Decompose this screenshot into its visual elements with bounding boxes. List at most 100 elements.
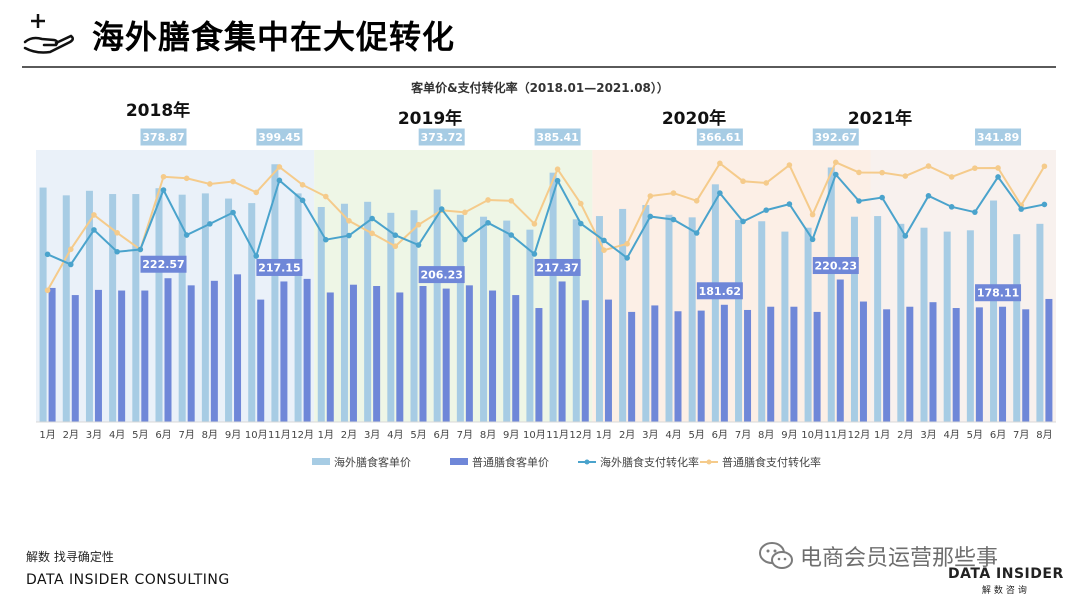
legend-label: 海外膳食支付转化率 bbox=[600, 455, 699, 469]
point-overseas-conversion bbox=[160, 187, 167, 193]
point-regular-conversion bbox=[809, 211, 816, 218]
point-regular-conversion bbox=[763, 180, 770, 186]
bar-regular-price bbox=[1045, 298, 1053, 422]
point-overseas-conversion bbox=[717, 190, 723, 196]
bar-overseas-price bbox=[966, 230, 974, 422]
point-regular-conversion bbox=[531, 221, 538, 227]
point-overseas-conversion bbox=[832, 171, 839, 178]
x-tick-label: 8月 bbox=[1036, 429, 1052, 441]
x-tick-label: 8月 bbox=[480, 429, 496, 441]
point-regular-conversion bbox=[856, 169, 862, 176]
year-label: 2018年 bbox=[126, 100, 190, 121]
data-label: 206.23 bbox=[420, 269, 462, 282]
point-regular-conversion bbox=[670, 190, 677, 196]
legend-swatch bbox=[450, 458, 468, 465]
point-regular-conversion bbox=[925, 163, 932, 169]
data-label-box bbox=[256, 258, 303, 276]
bar-regular-price bbox=[581, 300, 589, 422]
point-overseas-conversion bbox=[786, 201, 793, 207]
x-tick-label: 4月 bbox=[665, 429, 681, 441]
x-tick-label: 6月 bbox=[433, 429, 449, 441]
bar-overseas-price bbox=[317, 206, 325, 422]
legend-marker bbox=[706, 459, 712, 465]
point-overseas-conversion bbox=[438, 206, 445, 212]
bar-overseas-price bbox=[711, 184, 719, 422]
bar-regular-price bbox=[489, 290, 497, 422]
point-overseas-conversion bbox=[763, 207, 770, 213]
data-label-box bbox=[256, 128, 303, 146]
x-tick-label: 1月 bbox=[874, 429, 890, 441]
point-regular-conversion bbox=[902, 173, 909, 179]
point-regular-conversion bbox=[462, 209, 468, 216]
point-overseas-conversion bbox=[647, 213, 654, 220]
bar-regular-price bbox=[396, 292, 404, 422]
bar-regular-price bbox=[210, 280, 218, 422]
bar-regular-price bbox=[999, 306, 1007, 422]
watermark: 电商会员运营那些事 bbox=[758, 540, 998, 572]
x-tick-label: 1月 bbox=[596, 429, 612, 441]
bar-regular-price bbox=[836, 279, 844, 422]
x-tick-label: 12月 bbox=[569, 429, 592, 441]
bar-regular-price bbox=[71, 295, 79, 422]
bar-regular-price bbox=[720, 304, 728, 422]
x-tick-label: 7月 bbox=[457, 429, 473, 441]
bar-overseas-price bbox=[132, 194, 140, 422]
x-tick-label: 12月 bbox=[848, 429, 871, 441]
point-regular-conversion bbox=[948, 174, 955, 180]
bar-overseas-price bbox=[850, 216, 858, 422]
bar-regular-price bbox=[349, 284, 357, 422]
data-label-box bbox=[812, 128, 859, 146]
point-regular-conversion bbox=[392, 243, 399, 250]
point-regular-conversion bbox=[322, 193, 329, 200]
bar-overseas-price bbox=[39, 187, 47, 422]
data-label-box bbox=[812, 257, 859, 275]
x-tick-label: 9月 bbox=[225, 429, 241, 441]
bar-regular-price bbox=[303, 278, 311, 422]
bar-overseas-price bbox=[526, 229, 534, 422]
data-label: 217.37 bbox=[536, 261, 578, 274]
year-label: 2020年 bbox=[662, 108, 726, 129]
bar-regular-price bbox=[512, 295, 520, 422]
data-label: 178.11 bbox=[977, 287, 1019, 300]
point-overseas-conversion bbox=[693, 230, 700, 236]
bar-regular-price bbox=[94, 289, 102, 422]
point-regular-conversion bbox=[207, 181, 213, 187]
watermark-text: 电商会员运营那些事 bbox=[800, 546, 999, 571]
x-tick-label: 10月 bbox=[801, 429, 824, 441]
bar-regular-price bbox=[442, 288, 450, 422]
title-divider bbox=[22, 66, 1056, 68]
year-label: 2021年 bbox=[848, 108, 912, 129]
x-tick-label: 8月 bbox=[202, 429, 218, 441]
bar-overseas-price bbox=[340, 203, 348, 422]
data-label: 378.87 bbox=[142, 131, 184, 144]
bar-overseas-price bbox=[804, 227, 812, 422]
point-overseas-conversion bbox=[369, 215, 375, 222]
point-overseas-conversion bbox=[346, 232, 352, 239]
x-tick-label: 2月 bbox=[897, 429, 913, 441]
x-tick-label: 1月 bbox=[318, 429, 334, 441]
x-tick-label: 4月 bbox=[943, 429, 959, 441]
bar-regular-price bbox=[697, 310, 705, 422]
bar-overseas-price bbox=[85, 190, 93, 422]
point-regular-conversion bbox=[1041, 163, 1048, 170]
bar-regular-price bbox=[326, 292, 334, 422]
point-overseas-conversion bbox=[207, 221, 213, 227]
data-label-box bbox=[534, 128, 581, 146]
point-regular-conversion bbox=[253, 189, 260, 196]
point-regular-conversion bbox=[369, 230, 375, 237]
bar-overseas-price bbox=[1036, 223, 1044, 422]
x-tick-label: 3月 bbox=[364, 429, 380, 441]
x-tick-label: 11月 bbox=[268, 429, 291, 441]
x-tick-label: 7月 bbox=[1013, 429, 1029, 441]
bar-overseas-price bbox=[271, 164, 279, 422]
legend-label: 普通膳食支付转化率 bbox=[722, 455, 821, 469]
hand-with-plus-icon bbox=[23, 14, 74, 54]
bar-regular-price bbox=[604, 299, 612, 422]
point-regular-conversion bbox=[91, 212, 97, 218]
point-overseas-conversion bbox=[183, 232, 190, 238]
point-overseas-conversion bbox=[740, 218, 746, 225]
point-regular-conversion bbox=[44, 287, 51, 294]
point-regular-conversion bbox=[624, 241, 630, 247]
wechat-icon bbox=[759, 542, 793, 569]
point-regular-conversion bbox=[995, 165, 1001, 171]
